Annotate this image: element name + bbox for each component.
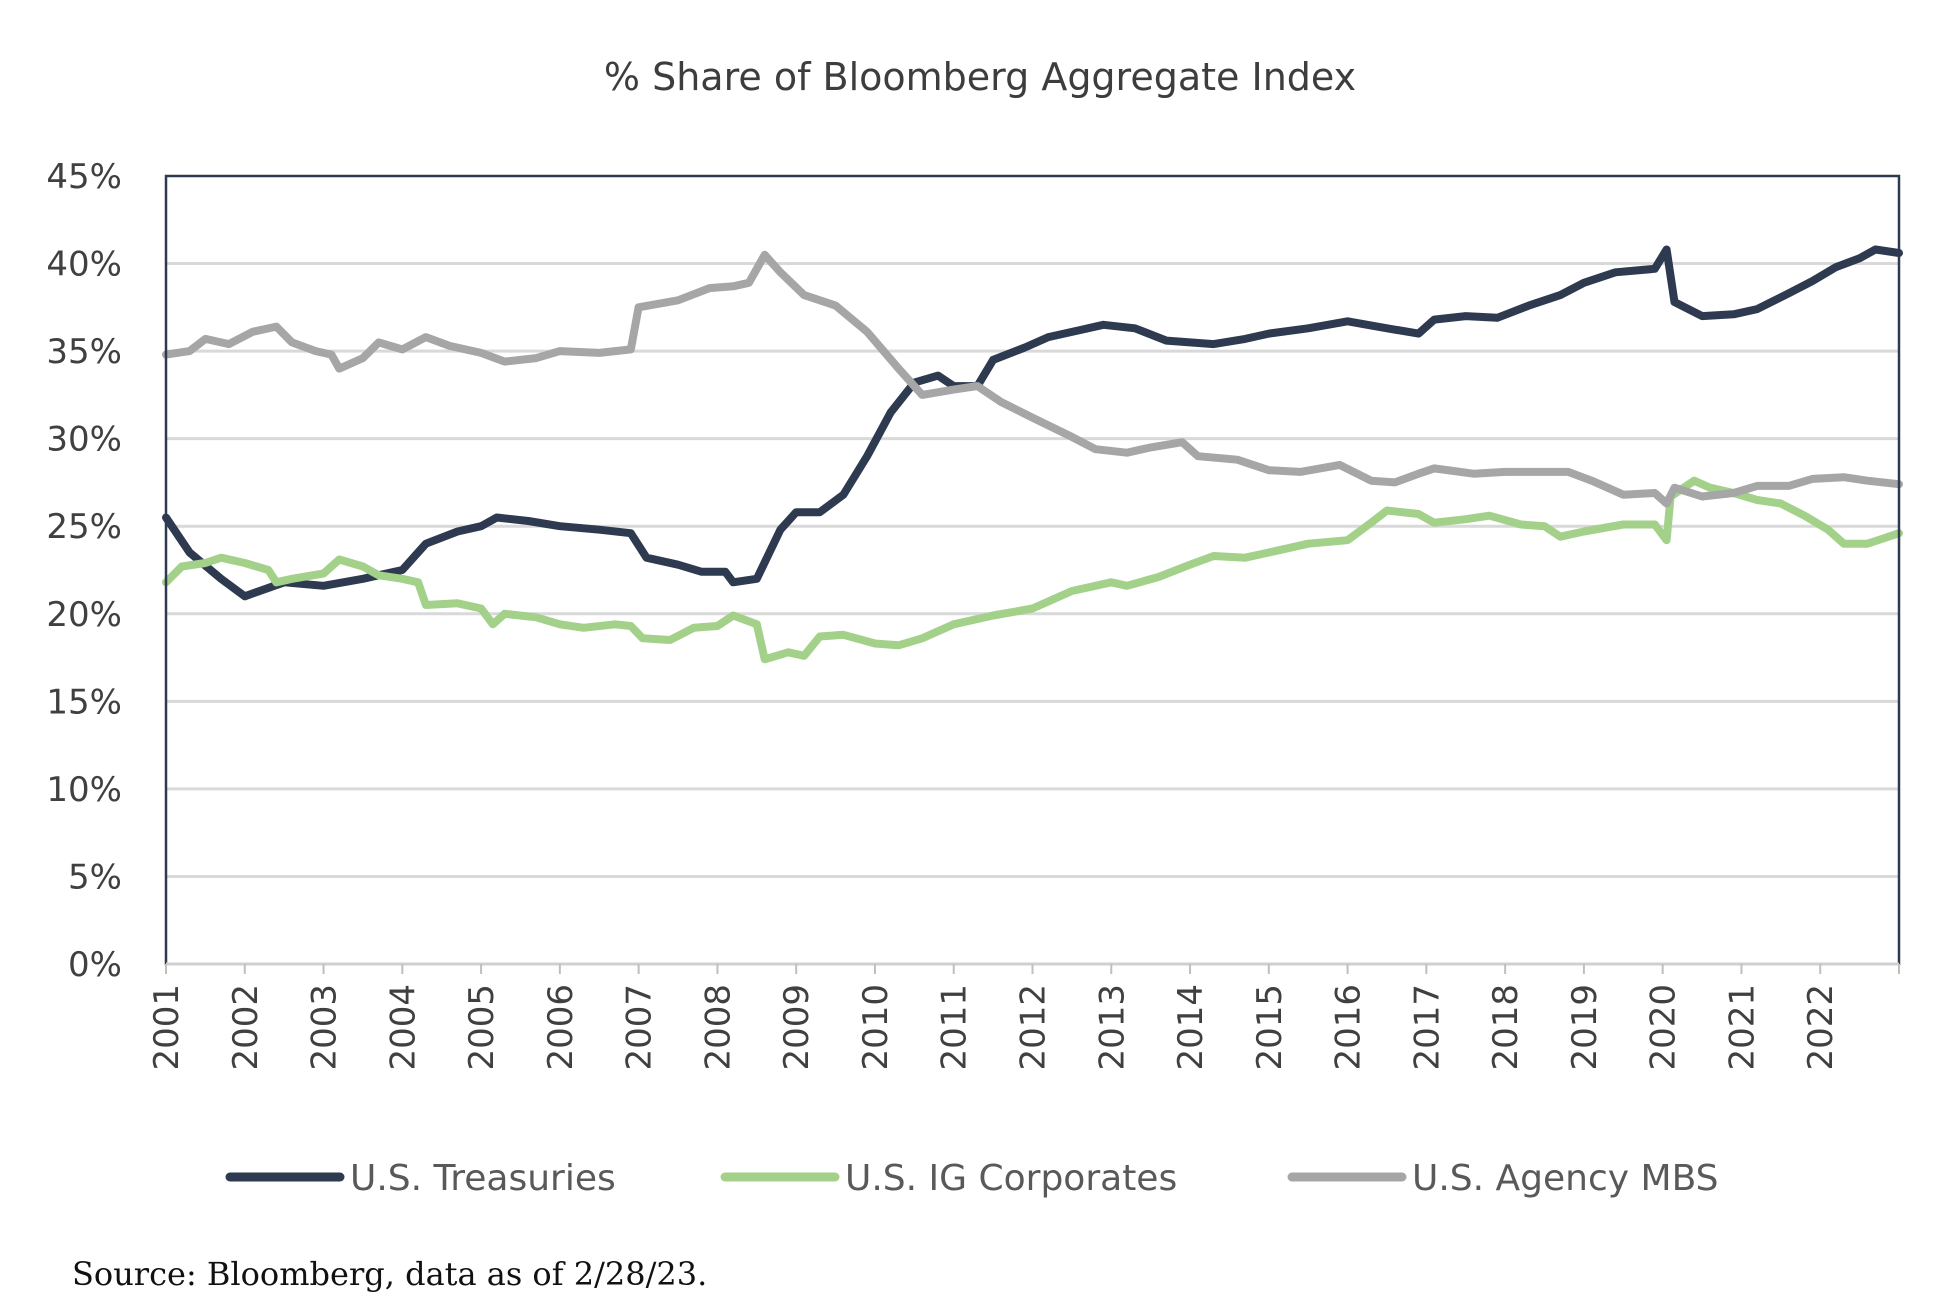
legend-label: U.S. Treasuries xyxy=(350,1158,616,1199)
legend-label: U.S. IG Corporates xyxy=(845,1158,1177,1199)
series-line-u-s-ig-corporates xyxy=(162,476,1903,664)
y-tick-label: 10% xyxy=(46,770,122,810)
y-tick-label: 5% xyxy=(68,857,122,897)
x-tick-label: 2001 xyxy=(147,984,187,1071)
x-tick-label: 2019 xyxy=(1565,984,1605,1071)
chart-title: % Share of Bloomberg Aggregate Index xyxy=(604,55,1356,99)
x-tick-label: 2016 xyxy=(1329,984,1369,1071)
x-tick-label: 2015 xyxy=(1250,984,1290,1071)
x-tick-label: 2018 xyxy=(1486,984,1526,1071)
x-tick-label: 2013 xyxy=(1092,984,1132,1071)
x-tick-label: 2014 xyxy=(1171,984,1211,1071)
y-tick-label: 25% xyxy=(46,507,122,547)
x-tick-label: 2005 xyxy=(462,984,502,1071)
x-tick-label: 2004 xyxy=(383,984,423,1071)
x-tick-label: 2003 xyxy=(305,984,345,1071)
x-tick-label: 2012 xyxy=(1014,984,1054,1071)
series-line-u-s-treasuries xyxy=(162,245,1903,601)
y-tick-label: 0% xyxy=(68,945,122,985)
x-tick-label: 2022 xyxy=(1801,984,1841,1071)
y-tick-label: 20% xyxy=(46,595,122,635)
x-tick-label: 2008 xyxy=(698,984,738,1071)
y-tick-label: 30% xyxy=(46,420,122,460)
legend-label: U.S. Agency MBS xyxy=(1412,1158,1719,1199)
x-tick-label: 2021 xyxy=(1722,984,1762,1071)
y-tick-label: 35% xyxy=(46,332,122,372)
x-tick-label: 2009 xyxy=(777,984,817,1071)
x-tick-label: 2006 xyxy=(541,984,581,1071)
x-tick-label: 2017 xyxy=(1407,984,1447,1071)
source-note: Source: Bloomberg, data as of 2/28/23. xyxy=(72,1255,708,1293)
x-tick-label: 2007 xyxy=(620,984,660,1071)
plot-border xyxy=(164,174,1901,966)
y-tick-label: 45% xyxy=(46,157,122,197)
x-tick-label: 2011 xyxy=(935,984,975,1071)
y-tick-label: 40% xyxy=(46,245,122,285)
series-line-u-s-agency-mbs xyxy=(162,250,1903,508)
y-tick-label: 15% xyxy=(46,682,122,722)
x-tick-label: 2010 xyxy=(856,984,896,1071)
x-tick-label: 2002 xyxy=(226,984,266,1071)
x-tick-label: 2020 xyxy=(1644,984,1684,1071)
